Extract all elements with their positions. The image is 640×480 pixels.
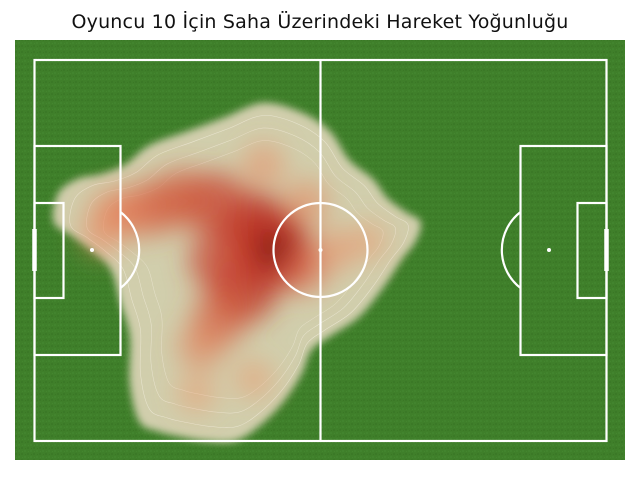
- density-point-4: [189, 228, 252, 292]
- left-penalty-spot: [90, 248, 94, 252]
- density-point-16: [348, 221, 388, 261]
- chart-title: Oyuncu 10 İçin Saha Üzerindeki Hareket Y…: [71, 11, 569, 33]
- density-point-10: [79, 214, 123, 258]
- density-layer: [52, 102, 422, 443]
- center-circle: [272, 201, 369, 299]
- left-penalty-arc: [119, 211, 141, 289]
- right-penalty-arc: [500, 211, 522, 289]
- center-spot: [318, 248, 323, 252]
- density-point-19: [234, 359, 274, 399]
- density-point-15: [313, 229, 357, 272]
- density-heat-group: [79, 143, 388, 413]
- density-point-18: [177, 374, 216, 413]
- density-point-14: [283, 180, 329, 226]
- density-point-12: [177, 322, 225, 370]
- pitch-markings: [32, 58, 609, 443]
- density-point-17: [241, 143, 285, 187]
- right-penalty-spot: [547, 248, 551, 252]
